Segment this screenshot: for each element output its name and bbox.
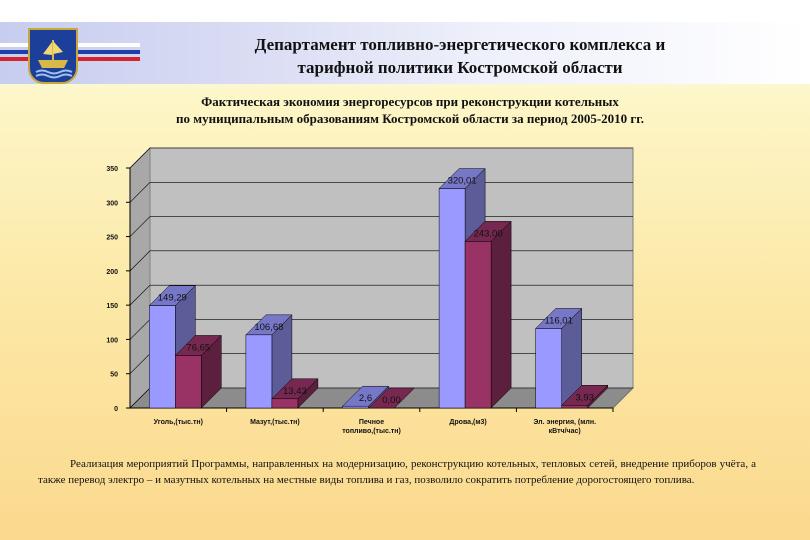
bar-3-series-2 xyxy=(367,387,416,409)
y-tick-label: 0 xyxy=(114,406,118,413)
bar-front-face xyxy=(245,334,273,409)
x-category-label: Мазут,(тыс.тн) xyxy=(250,419,300,426)
data-label-2-series-2: 13,43 xyxy=(283,386,307,397)
data-label-3-series-1: 2,6 xyxy=(359,393,372,404)
bar-top-face xyxy=(367,387,416,409)
y-tick-label: 150 xyxy=(106,303,118,310)
y-tick-label: 100 xyxy=(106,337,118,344)
bar-2-series-2 xyxy=(271,378,319,409)
data-label-1-series-2: 76,65 xyxy=(186,342,210,353)
data-label-4-series-1: 320,01 xyxy=(448,176,477,187)
y-tick-label: 250 xyxy=(106,235,118,242)
data-label-3-series-2: 0,00 xyxy=(382,395,401,406)
data-label-1-series-1: 149,29 xyxy=(158,293,187,304)
x-category-label: кВтч/час) xyxy=(549,428,581,435)
bar-3-series-1 xyxy=(341,385,390,409)
data-label-4-series-2: 243,00 xyxy=(474,228,503,239)
header-banner xyxy=(0,22,810,84)
bar-1-series-2 xyxy=(174,334,222,409)
bar-front-face xyxy=(438,188,466,409)
y-tick-label: 50 xyxy=(110,372,118,379)
bar-side-face xyxy=(490,220,512,409)
bar-5-series-1 xyxy=(535,307,583,409)
bar-front-face xyxy=(271,398,299,409)
page-title: Департамент топливно-энергетического ком… xyxy=(180,33,740,79)
bar-front-face xyxy=(175,355,202,409)
x-category-label: Эл. энергия, (млн. xyxy=(533,419,596,426)
x-category-label: Печное xyxy=(359,419,384,426)
footer-paragraph: Реализация мероприятий Программы, направ… xyxy=(38,458,756,486)
gridline xyxy=(129,147,633,169)
chart-title: Фактическая экономия энергоресурсов при … xyxy=(90,93,730,127)
data-label-2-series-1: 106,68 xyxy=(254,322,283,333)
coat-of-arms-icon xyxy=(28,28,78,84)
bar-chart: 0 50 100 150 200 250 300 350 Уголь,(тыс.тн) Мазут… xyxy=(106,146,635,435)
bar-front-face xyxy=(535,328,562,409)
emblem-graphic xyxy=(35,40,73,79)
data-label-5-series-2: 3,93 xyxy=(575,392,594,403)
x-category-label: Дрова,(м3) xyxy=(449,419,486,426)
bar-front-face xyxy=(561,405,588,409)
page-title-line-2: тарифной политики Костромской области xyxy=(297,58,623,77)
bar-5-series-2 xyxy=(561,384,609,409)
x-category-label: Уголь,(тыс.тн) xyxy=(154,419,203,426)
bar-front-face xyxy=(464,241,492,409)
bar-front-face xyxy=(342,405,369,409)
page-title-line-1: Департамент топливно-энергетического ком… xyxy=(254,35,666,54)
bar-front-face xyxy=(149,305,176,409)
chart-title-line-1: Фактическая экономия энергоресурсов при … xyxy=(201,94,619,109)
chart-title-line-2: по муниципальным образованиям Костромско… xyxy=(176,111,644,126)
plot-side-wall xyxy=(129,146,151,410)
bar-4-series-2 xyxy=(464,220,512,409)
y-tick-label: 200 xyxy=(106,269,118,276)
y-tick-label: 350 xyxy=(106,166,118,173)
y-tick-label: 300 xyxy=(106,200,118,207)
data-label-5-series-1: 116,01 xyxy=(545,315,573,326)
x-category-label: топливо,(тыс.тн) xyxy=(342,428,401,435)
